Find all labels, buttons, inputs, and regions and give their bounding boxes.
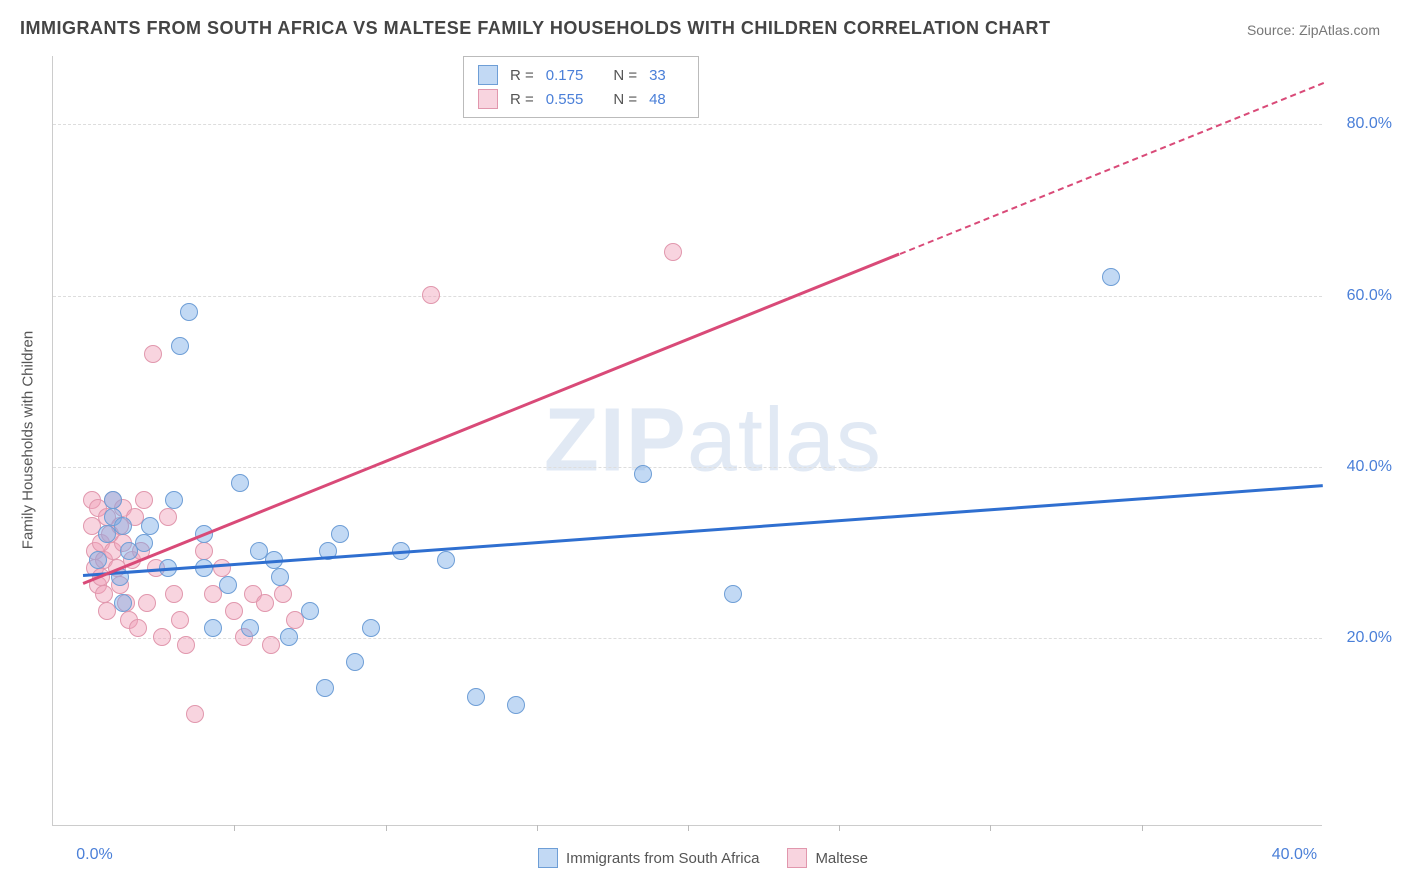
chart-title: IMMIGRANTS FROM SOUTH AFRICA VS MALTESE …	[20, 18, 1050, 39]
r-value-1: 0.175	[546, 67, 584, 84]
n-label: N =	[613, 91, 637, 108]
series2-point	[159, 508, 177, 526]
x-tick-minor	[234, 825, 235, 831]
series1-point	[437, 551, 455, 569]
x-tick-minor	[1142, 825, 1143, 831]
y-axis-label: Family Households with Children	[20, 331, 37, 549]
y-tick-label: 80.0%	[1332, 115, 1392, 133]
series2-point	[186, 705, 204, 723]
r-label: R =	[510, 91, 534, 108]
series1-point	[165, 491, 183, 509]
series1-point	[1102, 268, 1120, 286]
series2-swatch-icon	[478, 89, 498, 109]
series1-point	[301, 602, 319, 620]
series2-point	[129, 619, 147, 637]
bottom-legend: Immigrants from South Africa Maltese	[0, 848, 1406, 868]
legend-item-1: Immigrants from South Africa	[538, 848, 759, 868]
legend-label-1: Immigrants from South Africa	[566, 850, 759, 867]
series2-point	[138, 594, 156, 612]
trend-line-2-solid	[83, 253, 900, 585]
series1-point	[195, 559, 213, 577]
series1-point	[271, 568, 289, 586]
series1-point	[180, 303, 198, 321]
series2-point	[213, 559, 231, 577]
series1-point	[171, 337, 189, 355]
series2-point	[135, 491, 153, 509]
stats-row-2: R = 0.555 N = 48	[478, 87, 684, 111]
x-tick-minor	[990, 825, 991, 831]
series1-point	[135, 534, 153, 552]
series1-swatch-icon	[478, 65, 498, 85]
series2-point	[195, 542, 213, 560]
n-value-1: 33	[649, 67, 666, 84]
series2-point	[664, 243, 682, 261]
series1-point	[114, 517, 132, 535]
series2-point	[256, 594, 274, 612]
series2-point	[225, 602, 243, 620]
series1-point	[467, 688, 485, 706]
y-tick-label: 20.0%	[1332, 629, 1392, 647]
gridline-h	[53, 124, 1322, 125]
series1-point	[346, 653, 364, 671]
series1-point	[114, 594, 132, 612]
series2-point	[262, 636, 280, 654]
x-tick-minor	[688, 825, 689, 831]
series1-point	[724, 585, 742, 603]
stats-legend: R = 0.175 N = 33 R = 0.555 N = 48	[463, 56, 699, 118]
x-tick-label: 0.0%	[76, 846, 112, 864]
series1-point	[331, 525, 349, 543]
y-tick-label: 40.0%	[1332, 458, 1392, 476]
n-value-2: 48	[649, 91, 666, 108]
trend-line-1	[83, 484, 1323, 576]
legend-item-2: Maltese	[787, 848, 868, 868]
series1-point	[362, 619, 380, 637]
series1-point	[204, 619, 222, 637]
series2-point	[274, 585, 292, 603]
series1-point	[316, 679, 334, 697]
series1-point	[634, 465, 652, 483]
series2-point	[171, 611, 189, 629]
x-tick-minor	[839, 825, 840, 831]
series1-swatch-icon	[538, 848, 558, 868]
series2-point	[165, 585, 183, 603]
series1-point	[89, 551, 107, 569]
series1-point	[241, 619, 259, 637]
watermark-bold: ZIP	[544, 390, 687, 490]
series2-point	[422, 286, 440, 304]
source-label: Source: ZipAtlas.com	[1247, 22, 1380, 38]
series2-point	[153, 628, 171, 646]
series1-point	[219, 576, 237, 594]
r-value-2: 0.555	[546, 91, 584, 108]
series1-point	[507, 696, 525, 714]
y-tick-label: 60.0%	[1332, 287, 1392, 305]
x-tick-minor	[386, 825, 387, 831]
series1-point	[280, 628, 298, 646]
x-tick-minor	[537, 825, 538, 831]
watermark: ZIPatlas	[544, 389, 882, 492]
series2-point	[144, 345, 162, 363]
n-label: N =	[613, 67, 637, 84]
series2-point	[177, 636, 195, 654]
series1-point	[141, 517, 159, 535]
series1-point	[104, 491, 122, 509]
gridline-h	[53, 467, 1322, 468]
watermark-rest: atlas	[687, 390, 882, 490]
gridline-h	[53, 296, 1322, 297]
stats-row-1: R = 0.175 N = 33	[478, 63, 684, 87]
r-label: R =	[510, 67, 534, 84]
legend-label-2: Maltese	[815, 850, 868, 867]
series2-swatch-icon	[787, 848, 807, 868]
plot-area: ZIPatlas R = 0.175 N = 33 R = 0.555 N = …	[52, 56, 1322, 826]
x-tick-label: 40.0%	[1272, 846, 1317, 864]
trend-line-2-dashed	[899, 82, 1323, 255]
series1-point	[231, 474, 249, 492]
